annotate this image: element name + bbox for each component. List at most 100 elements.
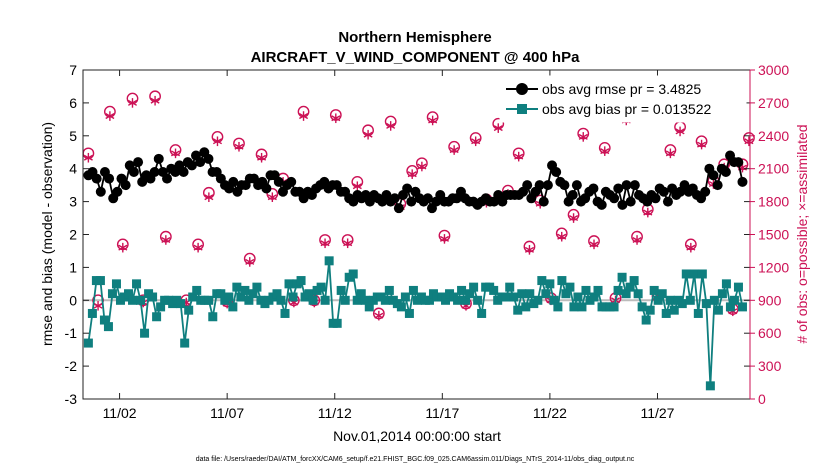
rmse-point <box>625 196 636 207</box>
footer-data-file: data file: /Users/raeder/DAI/ATM_forcXX/… <box>196 456 635 463</box>
bias-point <box>240 285 250 295</box>
bias-point <box>384 285 394 295</box>
rmse-point <box>700 186 711 197</box>
bias-point <box>617 272 627 282</box>
chart-title: Northern Hemisphere <box>338 29 491 46</box>
bias-point <box>340 295 350 305</box>
bias-point <box>284 279 294 289</box>
bias-point <box>545 279 555 289</box>
x-tick-label: 11/17 <box>425 405 459 421</box>
obs-assimilated-point <box>234 143 244 150</box>
bias-point <box>364 302 374 312</box>
y-tick-label-left: 0 <box>69 292 77 308</box>
rmse-point <box>195 157 206 168</box>
bias-point <box>148 292 158 302</box>
obs-assimilated-point <box>493 125 503 132</box>
bias-point <box>180 338 190 348</box>
bias-point <box>465 289 475 299</box>
obs-assimilated-point <box>193 244 203 251</box>
bias-point <box>136 295 146 305</box>
bias-point <box>332 318 342 328</box>
bias-point <box>521 302 531 312</box>
rmse-point <box>658 186 669 197</box>
bias-point <box>128 295 138 305</box>
bias-point <box>356 289 366 299</box>
rmse-series <box>83 147 748 214</box>
bias-point <box>107 289 117 299</box>
bias-point <box>132 279 142 289</box>
bias-point <box>244 295 254 305</box>
rmse-point <box>559 180 570 191</box>
bias-point <box>641 315 651 325</box>
bias-point <box>665 295 675 305</box>
bias-point <box>729 295 739 305</box>
obs-assimilated-point <box>697 141 707 148</box>
rmse-point <box>162 173 173 184</box>
bias-point <box>489 285 499 295</box>
bias-point <box>645 305 655 315</box>
bias-point <box>304 289 314 299</box>
y-tick-label-right: 1800 <box>758 194 789 210</box>
rmse-point <box>613 183 624 194</box>
bias-point <box>657 289 667 299</box>
obs-assimilated-point <box>514 153 524 160</box>
rmse-point <box>567 190 578 201</box>
bias-point <box>424 295 434 305</box>
obs-assimilated-point <box>161 236 171 243</box>
obs-assimilated-point <box>331 115 341 122</box>
obs-assimilated-point <box>245 258 255 265</box>
rmse-point <box>153 153 164 164</box>
bias-point <box>228 302 238 312</box>
y-tick-label-left: -3 <box>65 391 78 407</box>
obs-assimilated-point <box>471 138 481 145</box>
rmse-point <box>402 183 413 194</box>
rmse-point <box>128 166 139 177</box>
bias-point <box>336 285 346 295</box>
bias-point <box>316 282 326 292</box>
obs-assimilated-point <box>417 163 427 170</box>
bias-point <box>561 289 571 299</box>
rmse-point <box>406 196 417 207</box>
bias-point <box>661 308 671 318</box>
rmse-point <box>273 176 284 187</box>
obs-assimilated-point <box>299 113 309 120</box>
y-tick-label-left: 6 <box>69 95 77 111</box>
obs-assimilated-point <box>589 241 599 248</box>
bias-point <box>473 295 483 305</box>
bias-point <box>517 289 527 299</box>
bias-point <box>613 285 623 295</box>
y-tick-label-left: 2 <box>69 227 77 243</box>
obs-assimilated-point <box>524 246 534 253</box>
bias-point <box>457 285 467 295</box>
bias-point <box>525 289 535 299</box>
rmse-point <box>571 180 582 191</box>
x-tick-label: 11/12 <box>318 405 352 421</box>
bias-point <box>124 289 134 299</box>
bias-point <box>192 285 202 295</box>
rmse-point <box>621 180 632 191</box>
bias-point <box>725 302 735 312</box>
bias-point <box>272 289 282 299</box>
bias-point <box>569 302 579 312</box>
obs-assimilated-point <box>675 128 685 135</box>
obs-assimilated-point <box>118 244 128 251</box>
rmse-point <box>133 157 144 168</box>
rmse-point <box>609 193 620 204</box>
rmse-point <box>261 183 272 194</box>
bias-point <box>609 302 619 312</box>
obs-assimilated-point <box>643 209 653 216</box>
bias-point <box>204 295 214 305</box>
legend: obs avg rmse pr = 3.4825 obs avg bias pr… <box>499 75 747 123</box>
legend-box <box>499 75 747 123</box>
x-tick-label: 11/02 <box>103 405 137 421</box>
bias-point <box>541 289 551 299</box>
rmse-point <box>228 176 239 187</box>
obs-assimilated-point <box>352 183 362 190</box>
rmse-point <box>617 199 628 210</box>
y-tick-label-right: 2100 <box>758 161 789 177</box>
y-tick-label-right: 1500 <box>758 227 789 243</box>
x-tick-label: 11/22 <box>533 405 567 421</box>
obs-assimilated-point <box>267 194 277 201</box>
rmse-point <box>186 160 197 171</box>
